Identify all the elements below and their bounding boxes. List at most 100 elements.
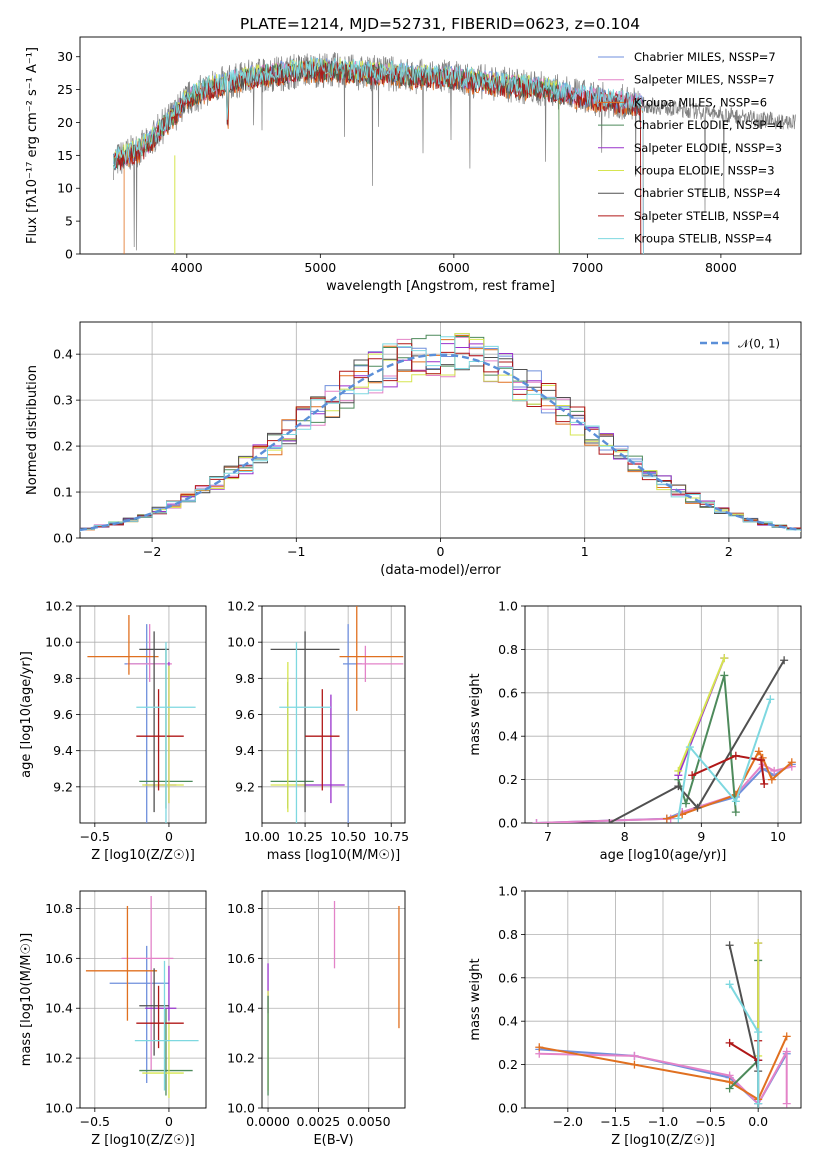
series-marker — [725, 1038, 734, 1047]
panel-3-axes: 10.00 10.25 10.50 10.75 9.2 9.4 9.6 9.8 10.0 10.2… — [227, 599, 409, 864]
y-tick-label-1: 5 — [65, 214, 73, 229]
point-kroupa-elodie — [142, 665, 184, 804]
y-tick-label-0: 10.0 — [45, 1101, 73, 1116]
y-tick-label-5: 25 — [57, 82, 73, 97]
series-marker — [754, 939, 763, 948]
series-marker — [688, 771, 697, 780]
x-tick-label-3: 10 — [770, 829, 786, 844]
y-tick-label-3: 0.6 — [498, 970, 518, 985]
series-line — [666, 749, 793, 820]
point-salpeter-stelib — [305, 689, 340, 791]
y-tick-label-1: 10.2 — [227, 1051, 255, 1066]
point-chabrier-miles — [342, 624, 362, 823]
y-tick-label-4: 10.8 — [45, 901, 73, 916]
legend-label-kroupa-miles-nssp-6: Kroupa MILES, NSSP=6 — [634, 95, 767, 109]
x-axis-label: Z [log10(Z/Z☉)] — [91, 848, 195, 863]
point-salpeter-miles — [121, 895, 174, 1071]
x-axis-label: mass [log10(M/M☉)] — [267, 848, 400, 863]
y-tick-label-5: 10.2 — [227, 599, 255, 614]
series-marker — [682, 799, 690, 808]
x-tick-label-2: 10.50 — [330, 829, 366, 844]
x-axis-label: wavelength [Angstrom, rest frame] — [326, 279, 555, 294]
series-kroupa-stelib — [725, 980, 763, 1108]
y-tick-label-2: 10.4 — [45, 1001, 73, 1016]
x-axis-label: age [log10(age/yr)] — [600, 848, 727, 863]
x-tick-label-0: −0.5 — [80, 1114, 110, 1129]
series-marker — [725, 1084, 734, 1093]
series-marker — [767, 775, 776, 784]
x-tick-label-1: 0 — [165, 829, 173, 844]
panel-frame — [79, 890, 207, 1109]
x-tick-label-0: 10.00 — [244, 829, 280, 844]
point-kroupa-miles — [87, 615, 159, 675]
y-tick-label-2: 0.4 — [498, 729, 518, 744]
legend-label-salpeter-stelib-nssp-4: Salpeter STELIB, NSSP=4 — [634, 209, 780, 223]
y-tick-label-0: 0 — [65, 247, 73, 262]
y-tick-label-4: 10.0 — [227, 635, 255, 650]
x-tick-label-3: −0.5 — [695, 1114, 725, 1129]
y-tick-label-3: 10.6 — [45, 951, 73, 966]
series-marker — [693, 803, 702, 812]
legend: Chabrier MILES, NSSP=7 Salpeter MILES, NS… — [598, 50, 783, 246]
series-kroupa-miles — [662, 747, 796, 823]
errorbars-plot — [267, 900, 400, 1096]
panel-2-axes: −0.5 0 9.2 9.4 9.6 9.8 10.0 10.2 Z [log10(Z/Z☉)]… — [19, 599, 207, 863]
x-tick-label-2: 0.0050 — [347, 1114, 391, 1129]
y-tick-label-4: 10.8 — [227, 901, 255, 916]
point-salpeter-stelib — [136, 689, 184, 791]
series-marker — [770, 766, 779, 775]
legend-label-kroupa-elodie-nssp-3: Kroupa ELODIE, NSSP=3 — [634, 164, 775, 178]
histogram-legend: 𝒩(0, 1) — [700, 337, 780, 351]
panel-frame — [79, 36, 802, 255]
y-tick-label-5: 1.0 — [498, 884, 518, 899]
y-tick-label-1: 9.4 — [53, 743, 73, 758]
series-line — [691, 754, 766, 785]
x-tick-label-3: 10.75 — [373, 829, 409, 844]
point-kroupa-stelib — [136, 642, 196, 823]
x-tick-label-1: 0.0025 — [297, 1114, 341, 1129]
series-salpeter-stelib — [725, 1036, 763, 1065]
series-marker — [754, 1028, 763, 1037]
series-marker — [674, 814, 683, 823]
y-tick-label-0: 10.0 — [227, 1101, 255, 1116]
x-tick-label-4: 8000 — [705, 260, 737, 275]
series-salpeter-stelib — [688, 751, 769, 788]
x-tick-label-0: −0.5 — [80, 829, 110, 844]
y-tick-label-3: 10.6 — [227, 951, 255, 966]
point-chabrier-elodie — [270, 681, 314, 809]
point-chabrier-stelib — [270, 631, 340, 813]
x-tick-label-1: 5000 — [304, 260, 336, 275]
point-chabrier-miles — [109, 945, 169, 1084]
spectrum-plot — [113, 52, 796, 254]
series-marker — [674, 782, 683, 791]
series-kroupa-elodie — [674, 654, 729, 775]
y-tick-label-4: 10.0 — [45, 635, 73, 650]
y-tick-label-2: 10.4 — [227, 1001, 255, 1016]
x-tick-label-0: 7 — [544, 829, 552, 844]
legend-label-chabrier-stelib-nssp-4: Chabrier STELIB, NSSP=4 — [634, 186, 781, 200]
point-kroupa-miles — [85, 905, 158, 1021]
y-tick-label-4: 0.8 — [498, 927, 518, 942]
x-tick-label-2: 9 — [697, 829, 705, 844]
series-marker — [731, 751, 740, 760]
legend-label-gauss: 𝒩(0, 1) — [738, 337, 780, 351]
histogram-plot — [80, 333, 801, 533]
spectrum-data — [113, 52, 796, 251]
y-axis-label: mass [log10(M/M☉)] — [19, 933, 34, 1066]
x-tick-label-1: 8 — [621, 829, 629, 844]
y-tick-label-4: 0.4 — [53, 347, 73, 362]
errorbars-plot — [85, 895, 199, 1099]
x-axis-label: Z [log10(Z/Z☉)] — [91, 1133, 195, 1148]
panel-0-axes: 4000 5000 6000 7000 8000 0 5 10 15 20 25 30 waveleng… — [25, 36, 802, 294]
y-tick-label-6: 30 — [57, 49, 73, 64]
x-axis-label: Z [log10(Z/Z☉)] — [611, 1133, 715, 1148]
series-marker — [782, 1099, 791, 1108]
y-tick-label-2: 0.4 — [498, 1014, 518, 1029]
legend-label-chabrier-elodie-nssp-4: Chabrier ELODIE, NSSP=4 — [634, 118, 783, 132]
y-axis-label: Normed distribution — [25, 365, 40, 495]
series-marker — [535, 1043, 544, 1052]
y-tick-label-3: 9.8 — [235, 671, 255, 686]
series-line — [677, 657, 726, 772]
series-line — [608, 659, 785, 823]
